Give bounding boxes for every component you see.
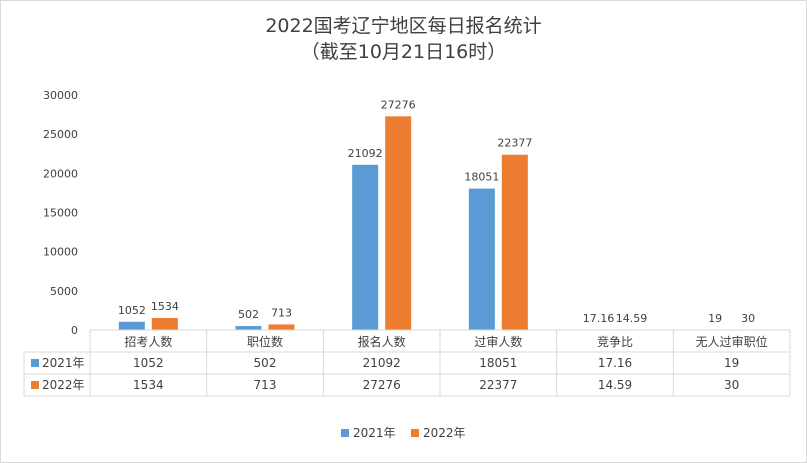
y-tick-label: 25000 [43, 128, 78, 141]
bar-2022 [151, 317, 178, 330]
table-legend-key [31, 381, 39, 389]
data-label: 502 [238, 308, 259, 321]
y-tick-label: 20000 [43, 167, 78, 180]
y-tick-label: 10000 [43, 246, 78, 259]
data-label: 1534 [151, 300, 179, 313]
table-cell: 502 [254, 356, 277, 370]
data-label: 19 [708, 312, 722, 325]
table-cell: 22377 [479, 378, 517, 392]
bar-2022 [385, 116, 412, 330]
table-legend-key [31, 359, 39, 367]
table-cell: 27276 [363, 378, 401, 392]
y-tick-label: 0 [71, 324, 78, 337]
table-cell: 1534 [133, 378, 164, 392]
data-label: 1052 [118, 304, 146, 317]
y-tick-label: 15000 [43, 207, 78, 220]
table-cell: 19 [724, 356, 739, 370]
table-cell: 21092 [363, 356, 401, 370]
category-label: 过审人数 [474, 334, 522, 349]
table-cell: 30 [724, 378, 739, 392]
data-label: 17.16 [583, 312, 615, 325]
table-cell: 713 [254, 378, 277, 392]
data-label: 18051 [464, 171, 499, 184]
bar-2021 [468, 188, 495, 330]
data-label: 27276 [381, 98, 416, 111]
data-label: 713 [271, 306, 292, 319]
legend-label: 2021年 [353, 426, 396, 440]
table-cell: 14.59 [598, 378, 632, 392]
category-label: 招考人数 [124, 334, 172, 349]
bar-2021 [352, 164, 379, 330]
bar-2022 [501, 154, 528, 330]
category-label: 报名人数 [358, 334, 406, 349]
table-series-name: 2022年 [42, 378, 85, 392]
category-label: 竞争比 [597, 335, 633, 349]
y-tick-label: 5000 [50, 285, 78, 298]
bar-2021 [235, 326, 262, 330]
data-label: 22377 [497, 137, 532, 150]
data-label: 14.59 [616, 312, 648, 325]
legend-key-2021 [341, 429, 349, 437]
table-cell: 17.16 [598, 356, 632, 370]
bar-2022 [268, 324, 295, 330]
table-cell: 18051 [479, 356, 517, 370]
table-series-name: 2021年 [42, 356, 85, 370]
category-label: 职位数 [247, 334, 283, 349]
legend-key-2022 [411, 429, 419, 437]
y-tick-label: 30000 [43, 89, 78, 102]
bar-2021 [118, 321, 145, 330]
legend-label: 2022年 [423, 426, 466, 440]
chart-subtitle: （截至10月21日16时） [300, 41, 507, 63]
category-label: 无人过审职位 [696, 334, 768, 349]
data-label: 30 [741, 312, 755, 325]
table-cell: 1052 [133, 356, 164, 370]
chart-title: 2022国考辽宁地区每日报名统计 [265, 15, 542, 37]
data-label: 21092 [348, 147, 383, 160]
